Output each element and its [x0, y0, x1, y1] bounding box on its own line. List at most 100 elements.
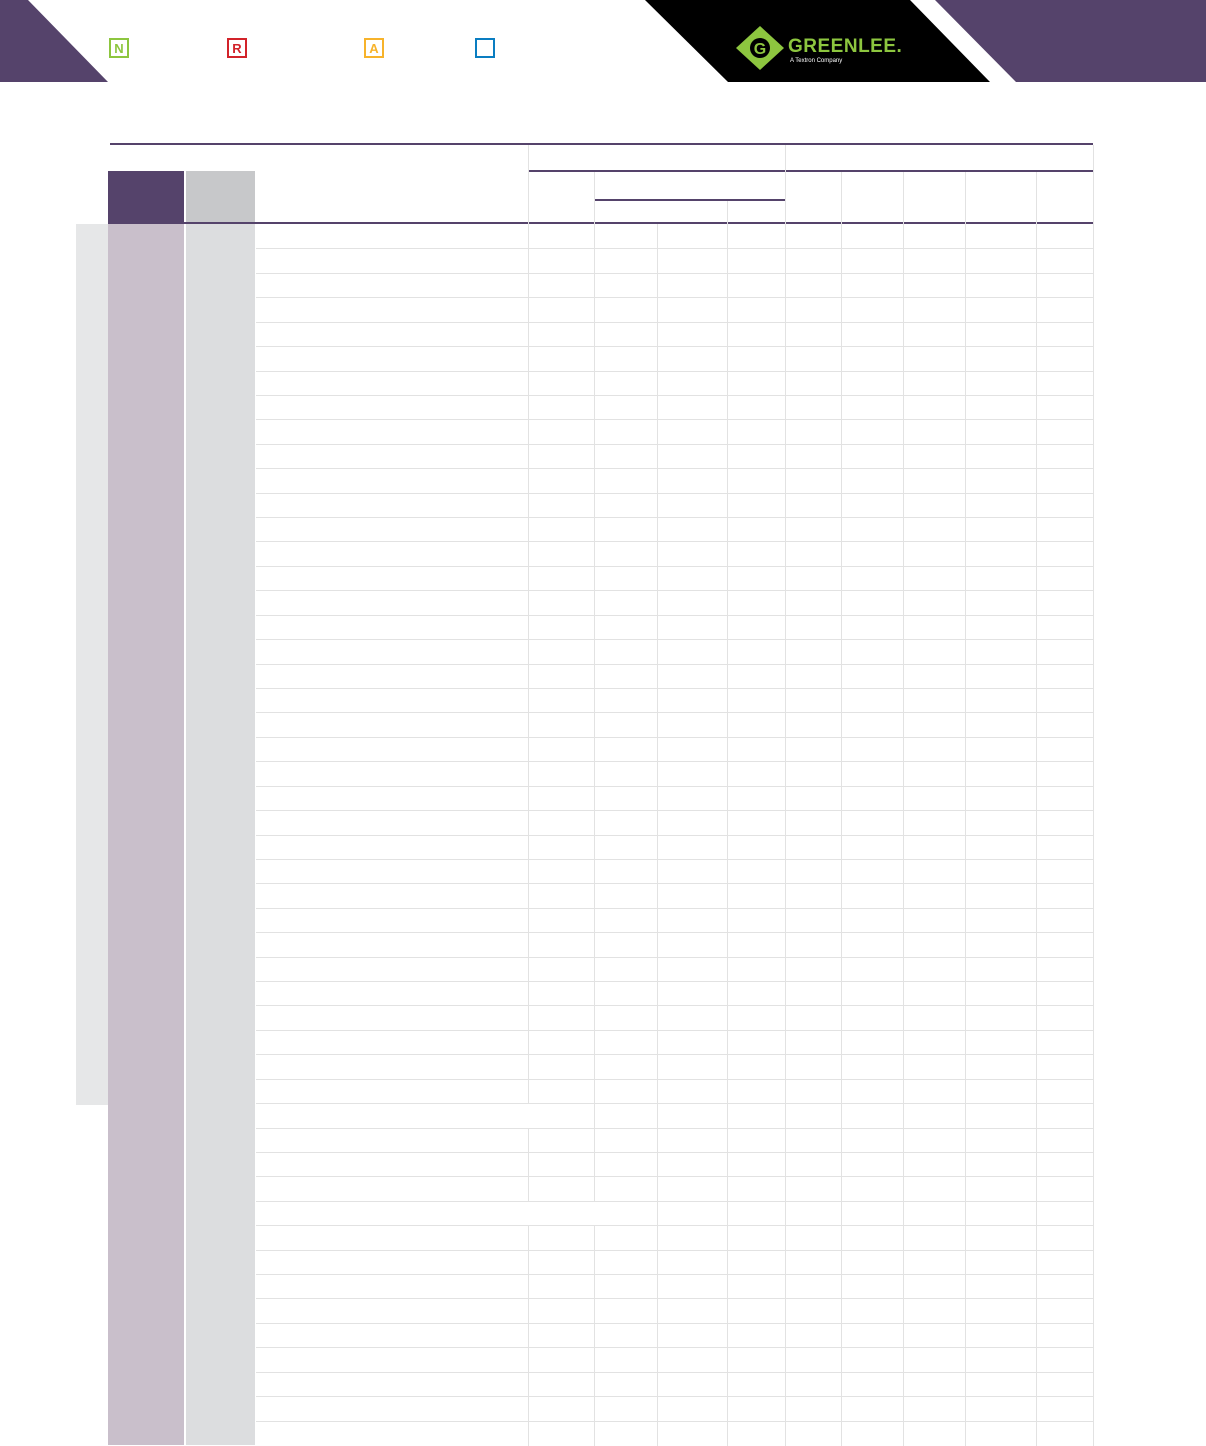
table-cell-divider [903, 297, 904, 322]
table-cell-divider [528, 1054, 529, 1079]
table-cell-divider [657, 981, 658, 1006]
table-cell-divider [528, 1079, 529, 1104]
table-cell-divider [594, 566, 595, 591]
table-cell-divider [903, 468, 904, 493]
table-cell-divider [903, 1152, 904, 1177]
legend-badge-r: R [227, 38, 247, 58]
table-cell-divider [965, 1030, 966, 1055]
logo-tagline: A Textron Company [790, 58, 843, 64]
table-cell-divider [1093, 1128, 1094, 1153]
table-row-divider [256, 322, 1093, 323]
table-cell-divider [965, 835, 966, 860]
table-cell-divider [528, 883, 529, 908]
table-cell-divider [785, 1005, 786, 1030]
column-purple [108, 224, 184, 1445]
table-cell-divider [1093, 688, 1094, 713]
table-cell-divider [965, 541, 966, 566]
table-cell-divider [903, 1079, 904, 1104]
table-cell-divider [528, 664, 529, 689]
table-cell-divider [1036, 419, 1037, 444]
table-row-divider [256, 615, 1093, 616]
table-cell-divider [903, 1298, 904, 1323]
table-cell-divider [594, 1421, 595, 1446]
table-cell-divider [785, 908, 786, 933]
table-cell-divider [1093, 1298, 1094, 1323]
table-cell-divider [1036, 859, 1037, 884]
table-cell-divider [727, 1152, 728, 1177]
table-cell-divider [903, 1054, 904, 1079]
table-cell-divider [528, 322, 529, 347]
table-cell-divider [1093, 493, 1094, 518]
table-cell-divider [785, 541, 786, 566]
table-cell-divider [594, 908, 595, 933]
table-cell-divider [727, 273, 728, 298]
table-cell-divider [594, 835, 595, 860]
table-cell-divider [657, 517, 658, 542]
table-cell-divider [785, 859, 786, 884]
table-cell-divider [841, 786, 842, 811]
table-cell-divider [594, 981, 595, 1006]
table-cell-divider [965, 468, 966, 493]
table-cell-divider [657, 1176, 658, 1201]
table-cell-divider [903, 883, 904, 908]
table-cell-divider [903, 1323, 904, 1348]
table-cell-divider [785, 297, 786, 322]
table-row-divider [256, 1421, 1093, 1422]
table-cell-divider [965, 517, 966, 542]
table-cell-divider [965, 1079, 966, 1104]
table-cell-divider [903, 419, 904, 444]
table-cell-divider [1036, 1005, 1037, 1030]
table-cell-divider [785, 957, 786, 982]
table-cell-divider [841, 1005, 842, 1030]
table-cell-divider [903, 1396, 904, 1421]
table-cell-divider [594, 541, 595, 566]
table-row-divider [256, 493, 1093, 494]
table-cell-divider [841, 883, 842, 908]
table-cell-divider [841, 444, 842, 469]
table-cell-divider [1036, 1372, 1037, 1397]
table-cell-divider [841, 273, 842, 298]
table-cell-divider [1093, 1079, 1094, 1104]
table-cell-divider [903, 1372, 904, 1397]
table-cell-divider [785, 1201, 786, 1226]
table-cell-divider [903, 810, 904, 835]
table-cell-divider [657, 712, 658, 737]
table-cell-divider [727, 1250, 728, 1275]
table-cell-divider [1093, 224, 1094, 249]
table-cell-divider [965, 395, 966, 420]
table-cell-divider [594, 1128, 595, 1153]
table-cell-divider [785, 615, 786, 640]
table-row-divider [256, 883, 1093, 884]
table-cell-divider [1093, 1201, 1094, 1226]
table-cell-divider [903, 1201, 904, 1226]
table-cell-divider [1093, 273, 1094, 298]
table-cell-divider [965, 908, 966, 933]
table-cell-divider [841, 664, 842, 689]
table-cell-divider [657, 1128, 658, 1153]
table-cell-divider [727, 444, 728, 469]
table-cell-divider [785, 1274, 786, 1299]
table-cell-divider [841, 566, 842, 591]
table-cell-divider [785, 493, 786, 518]
table-cell-divider [903, 737, 904, 762]
table-cell-divider [965, 1176, 966, 1201]
table-cell-divider [528, 1005, 529, 1030]
table-cell-divider [965, 639, 966, 664]
table-cell-divider [903, 395, 904, 420]
table-cell-divider [528, 810, 529, 835]
table-cell-divider [727, 1128, 728, 1153]
table-cell-divider [727, 468, 728, 493]
table-cell-divider [965, 419, 966, 444]
table-cell-divider [965, 1274, 966, 1299]
table-row-divider [256, 248, 1093, 249]
table-cell-divider [1093, 908, 1094, 933]
table-cell-divider [785, 883, 786, 908]
table-cell-divider [528, 541, 529, 566]
table-row-divider [256, 639, 1093, 640]
table-row-divider [256, 1250, 1093, 1251]
table-cell-divider [1093, 1347, 1094, 1372]
table-row-divider [256, 468, 1093, 469]
table-cell-divider [785, 1054, 786, 1079]
table-cell-divider [1036, 590, 1037, 615]
table-cell-divider [657, 1201, 658, 1226]
